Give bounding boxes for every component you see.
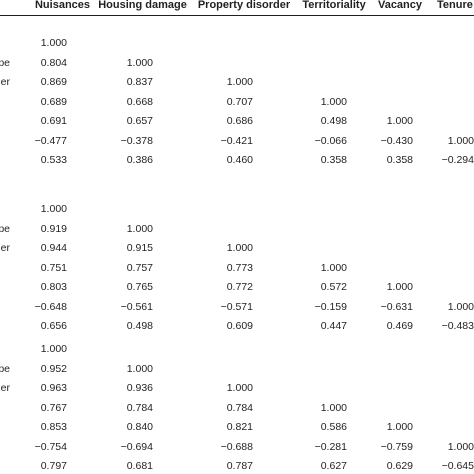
table-cell: 1.000 bbox=[126, 56, 153, 69]
row-label: er bbox=[0, 76, 10, 88]
table-cell: 0.681 bbox=[126, 460, 153, 472]
table-cell: 0.787 bbox=[226, 460, 253, 472]
table-cell: 0.757 bbox=[126, 261, 153, 274]
table-cell: −0.759 bbox=[380, 440, 413, 453]
table-cell: 0.460 bbox=[226, 154, 253, 166]
table-cell: 1.000 bbox=[126, 362, 153, 375]
table-cell: 1.000 bbox=[40, 343, 67, 355]
table-cell: 1.000 bbox=[386, 421, 413, 433]
table-cell: 0.784 bbox=[126, 401, 153, 414]
table-cell: 0.358 bbox=[320, 154, 347, 166]
table-cell: 0.572 bbox=[320, 281, 347, 293]
table-cell: −0.694 bbox=[120, 440, 153, 453]
table-cell: 1.000 bbox=[320, 401, 347, 414]
table-cell: 0.447 bbox=[320, 320, 347, 332]
table-cell: 0.627 bbox=[320, 460, 347, 472]
col-header-vacancy: Vacancy bbox=[377, 0, 423, 11]
table-cell: 0.803 bbox=[40, 281, 67, 293]
table-cell: −0.281 bbox=[314, 440, 347, 453]
table-cell: −0.066 bbox=[314, 134, 347, 147]
table-cell: 0.358 bbox=[386, 154, 413, 166]
table-cell: −0.294 bbox=[441, 154, 474, 166]
table-cell: 0.668 bbox=[126, 95, 153, 108]
table-cell: 0.773 bbox=[226, 261, 253, 274]
table-cell: 0.797 bbox=[40, 460, 67, 472]
table-cell: 0.657 bbox=[126, 115, 153, 127]
table-cell: 0.804 bbox=[40, 56, 67, 69]
col-header-nuisances: Nuisances bbox=[34, 0, 91, 11]
table-cell: 0.533 bbox=[40, 154, 67, 166]
table-cell: 1.000 bbox=[126, 222, 153, 235]
table-cell: 0.686 bbox=[226, 115, 253, 127]
table-cell: −0.648 bbox=[34, 300, 67, 313]
table-cell: −0.561 bbox=[120, 300, 153, 313]
table-cell: 0.498 bbox=[320, 115, 347, 127]
table-cell: 0.853 bbox=[40, 421, 67, 433]
table-cell: 0.751 bbox=[40, 261, 67, 274]
table-cell: 0.691 bbox=[40, 115, 67, 127]
table-cell: −0.645 bbox=[441, 460, 474, 472]
table-cell: −0.421 bbox=[220, 134, 253, 147]
table-cell: 1.000 bbox=[386, 281, 413, 293]
table-cell: 0.821 bbox=[226, 421, 253, 433]
table-cell: −0.430 bbox=[380, 134, 413, 147]
table-cell: 1.000 bbox=[40, 203, 67, 215]
table-cell: 1.000 bbox=[447, 440, 474, 453]
table-cell: −0.483 bbox=[441, 320, 474, 332]
table-cell: 0.952 bbox=[40, 362, 67, 375]
col-header-territoriality: Territoriality bbox=[302, 0, 366, 11]
table-cell: 0.840 bbox=[126, 421, 153, 433]
table-cell: 0.963 bbox=[40, 382, 67, 394]
table-cell: 1.000 bbox=[320, 261, 347, 274]
table-cell: 0.936 bbox=[126, 382, 153, 394]
row-label: pe bbox=[0, 56, 10, 69]
table-cell: 1.000 bbox=[320, 95, 347, 108]
table-cell: 0.586 bbox=[320, 421, 347, 433]
table-cell: 0.784 bbox=[226, 401, 253, 414]
table-cell: 0.869 bbox=[40, 76, 67, 88]
header-rule bbox=[0, 15, 474, 16]
table-cell: 1.000 bbox=[386, 115, 413, 127]
table-cell: 0.629 bbox=[386, 460, 413, 472]
table-cell: 1.000 bbox=[447, 300, 474, 313]
table-cell: 1.000 bbox=[226, 382, 253, 394]
col-header-tenure: Tenure bbox=[437, 0, 473, 11]
col-header-property-disorder: Property disorder bbox=[197, 0, 291, 11]
table-cell: 1.000 bbox=[226, 76, 253, 88]
row-label: pe bbox=[0, 222, 10, 235]
table-cell: 1.000 bbox=[447, 134, 474, 147]
table-cell: −0.631 bbox=[380, 300, 413, 313]
col-header-housing-damage: Housing damage bbox=[98, 0, 187, 11]
table-cell: 1.000 bbox=[40, 37, 67, 49]
table-cell: −0.378 bbox=[120, 134, 153, 147]
table-cell: 0.386 bbox=[126, 154, 153, 166]
table-cell: −0.477 bbox=[34, 134, 67, 147]
table-cell: 0.498 bbox=[126, 320, 153, 332]
table-cell: 0.765 bbox=[126, 281, 153, 293]
row-label: pe bbox=[0, 362, 10, 375]
table-cell: 0.707 bbox=[226, 95, 253, 108]
table-cell: 0.609 bbox=[226, 320, 253, 332]
table-cell: 0.919 bbox=[40, 222, 67, 235]
table-cell: 0.689 bbox=[40, 95, 67, 108]
table-cell: 1.000 bbox=[226, 242, 253, 254]
table-cell: 0.656 bbox=[40, 320, 67, 332]
table-cell: −0.571 bbox=[220, 300, 253, 313]
table-cell: −0.159 bbox=[314, 300, 347, 313]
table-cell: 0.469 bbox=[386, 320, 413, 332]
table-cell: −0.754 bbox=[34, 440, 67, 453]
table-cell: 0.915 bbox=[126, 242, 153, 254]
row-label: er bbox=[0, 242, 10, 254]
table-cell: 0.944 bbox=[40, 242, 67, 254]
row-label: er bbox=[0, 382, 10, 394]
table-cell: 0.767 bbox=[40, 401, 67, 414]
table-cell: 0.837 bbox=[126, 76, 153, 88]
table-cell: −0.688 bbox=[220, 440, 253, 453]
table-cell: 0.772 bbox=[226, 281, 253, 293]
